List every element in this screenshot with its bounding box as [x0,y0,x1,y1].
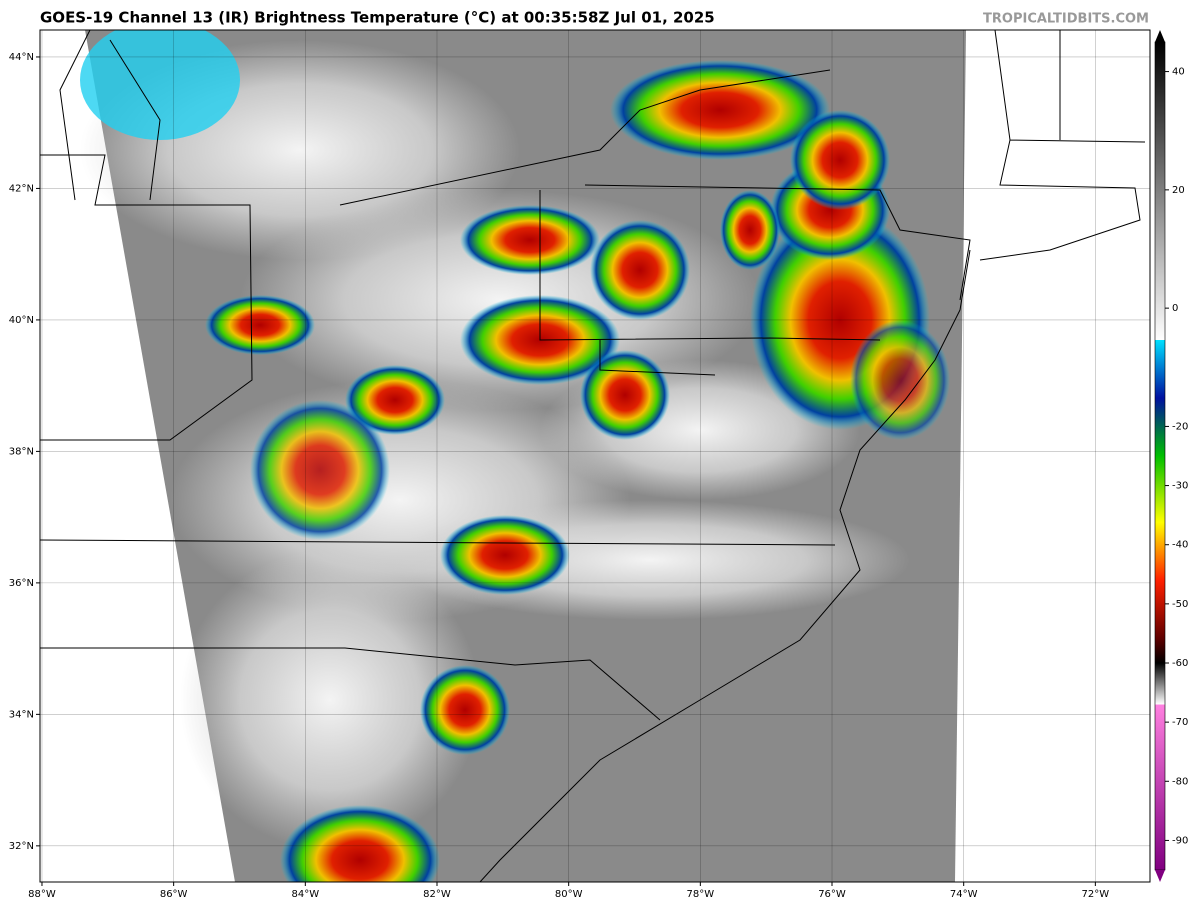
storms [205,60,950,882]
y-tick-label: 32°N [9,841,34,852]
colorbar-tick-label: 40 [1172,67,1185,78]
x-tick-label: 76°W [818,889,846,900]
colorbar-tick-label: 0 [1172,303,1178,314]
y-tick-label: 38°N [9,446,34,457]
colorbar-tick-label: 20 [1172,185,1185,196]
y-tick-label: 34°N [9,709,34,720]
colorbar-tick-label: -40 [1172,540,1188,551]
x-tick-label: 80°W [555,889,583,900]
x-tick-label: 86°W [160,889,188,900]
colorbar: 40 20 0 -20 -30 -40 -50 -60 -70 -80 -90 [1154,30,1188,882]
colorbar-tick-label: -70 [1172,717,1188,728]
colorbar-bar [1154,41,1166,871]
colorbar-tick-label: -80 [1172,776,1188,787]
map-image [40,30,1146,882]
colorbar-tick-label: -90 [1172,835,1188,846]
credit: TROPICALTIDBITS.COM [983,12,1149,27]
x-tick-label: 78°W [687,889,715,900]
colorbar-tick-label: -50 [1172,599,1188,610]
colorbar-tick-label: -20 [1172,421,1188,432]
y-tick-label: 44°N [9,52,34,63]
y-tick-label: 36°N [9,578,34,589]
y-tick-label: 40°N [9,315,34,326]
x-tick-label: 82°W [423,889,451,900]
borders [40,30,1146,882]
map-frame [39,29,1151,883]
axes: 88°W 86°W 84°W 82°W 80°W 78°W 76°W 74°W 72°W 44°N… [9,30,1150,900]
x-tick-label: 74°W [950,889,978,900]
x-tick-label: 88°W [28,889,56,900]
x-tick-label: 84°W [292,889,320,900]
title: GOES-19 Channel 13 (IR) Brightness Tempe… [40,9,715,27]
colorbar-tick-label: -60 [1172,658,1188,669]
x-tick-label: 72°W [1082,889,1110,900]
colorbar-tick-label: -30 [1172,481,1188,492]
y-tick-label: 42°N [9,183,34,194]
